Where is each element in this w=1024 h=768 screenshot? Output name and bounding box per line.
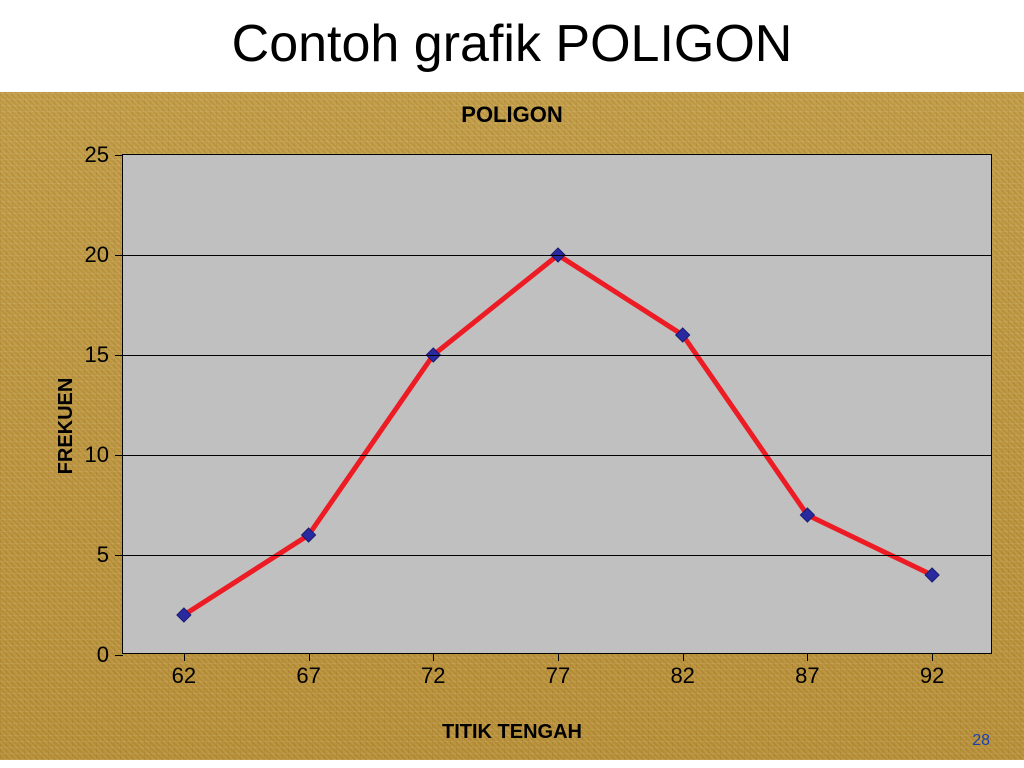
chart-title: POLIGON — [0, 102, 1024, 128]
x-tick-label: 62 — [172, 653, 196, 689]
y-tick-label: 15 — [85, 342, 123, 368]
page-number: 28 — [972, 732, 990, 750]
x-axis-label: TITIK TENGAH — [0, 721, 1024, 744]
x-tick-label: 92 — [920, 653, 944, 689]
y-axis-label: FREKUEN — [55, 378, 78, 475]
chart-panel: POLIGON FREKUEN TITIK TENGAH 28 05101520… — [0, 92, 1024, 760]
x-tick-label: 87 — [795, 653, 819, 689]
x-tick-label: 82 — [670, 653, 694, 689]
y-tick-label: 0 — [97, 642, 123, 668]
x-tick-label: 77 — [546, 653, 570, 689]
x-tick-label: 67 — [296, 653, 320, 689]
gridline — [123, 555, 991, 556]
series-line — [184, 255, 932, 615]
slide-title: Contoh grafik POLIGON — [0, 0, 1024, 86]
chart-svg — [123, 155, 993, 655]
plot-area: 051015202562677277828792 — [122, 154, 992, 654]
gridline — [123, 455, 991, 456]
y-tick-label: 25 — [85, 142, 123, 168]
y-tick-label: 5 — [97, 542, 123, 568]
x-tick-label: 72 — [421, 653, 445, 689]
y-tick-label: 10 — [85, 442, 123, 468]
slide: Contoh grafik POLIGON POLIGON FREKUEN TI… — [0, 0, 1024, 768]
y-tick-label: 20 — [85, 242, 123, 268]
gridline — [123, 355, 991, 356]
gridline — [123, 255, 991, 256]
